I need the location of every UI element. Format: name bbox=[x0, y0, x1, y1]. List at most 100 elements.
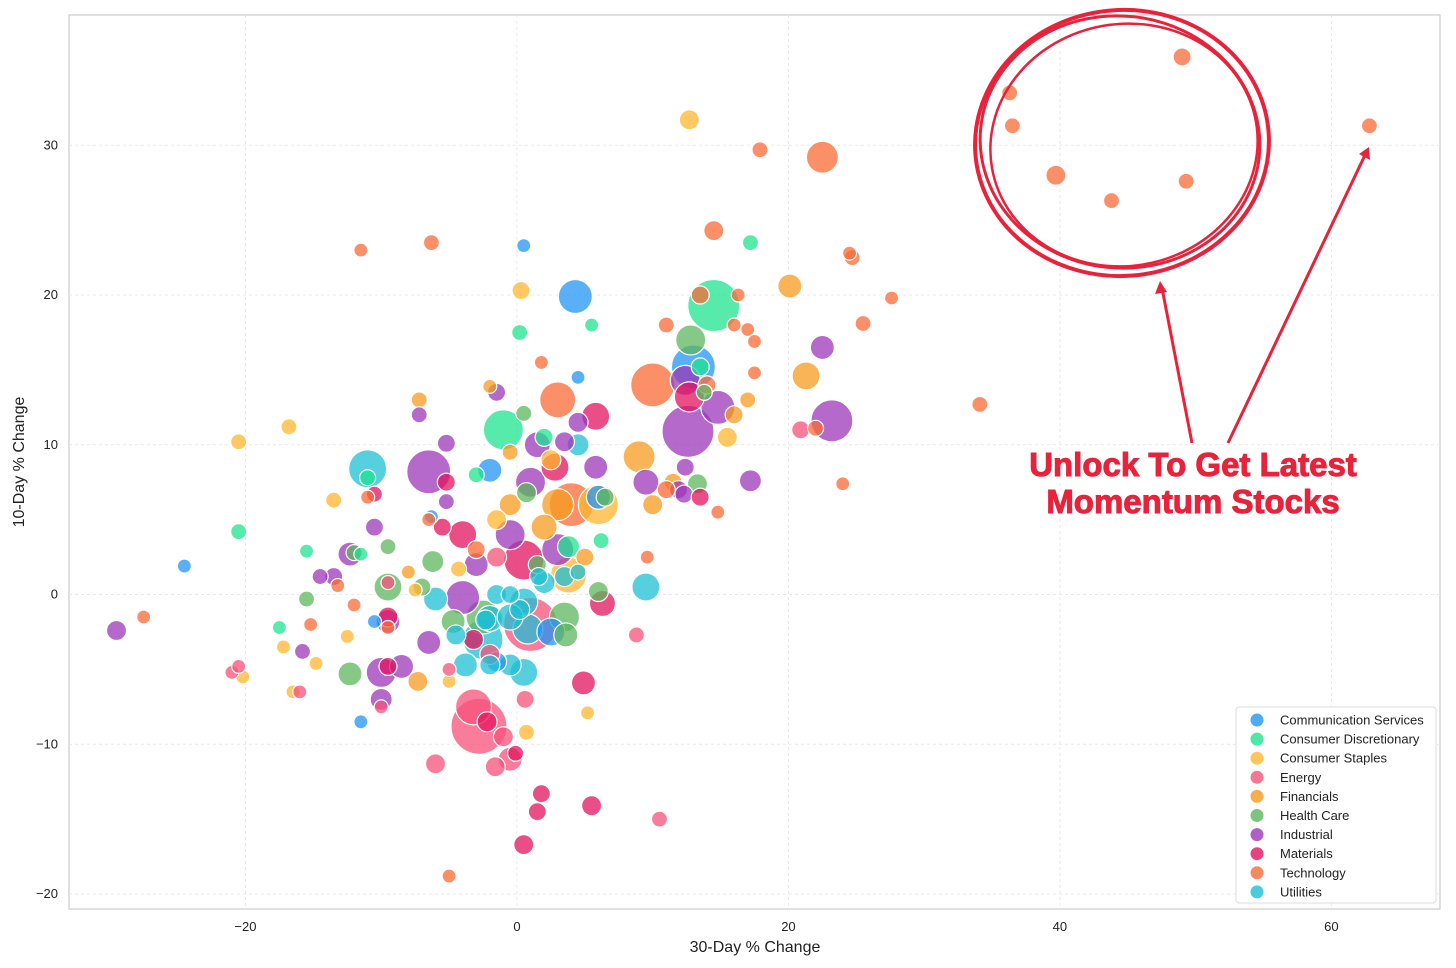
data-point-technology bbox=[657, 316, 675, 334]
data-point-technology bbox=[690, 285, 710, 305]
data-point-energy bbox=[484, 756, 506, 778]
legend-marker bbox=[1250, 809, 1264, 822]
data-point-materials bbox=[527, 802, 547, 822]
data-point-utilities bbox=[569, 563, 587, 581]
data-point-communication-services bbox=[557, 278, 593, 315]
legend-marker bbox=[1250, 847, 1264, 861]
data-point-health-care bbox=[421, 549, 445, 574]
data-point-consumer-staples bbox=[485, 509, 508, 531]
x-tick-label: −20 bbox=[234, 919, 256, 934]
data-point-financials bbox=[791, 361, 821, 391]
data-point-financials bbox=[575, 547, 595, 567]
legend-label: Technology bbox=[1280, 865, 1346, 880]
data-point-utilities bbox=[452, 652, 478, 678]
promo-text-line1: Unlock To Get Latest bbox=[1029, 446, 1357, 483]
data-point-health-care bbox=[515, 482, 538, 504]
legend-marker bbox=[1250, 713, 1264, 727]
data-point-technology bbox=[1172, 47, 1192, 67]
data-point-materials bbox=[513, 834, 535, 856]
data-point-consumer-staples bbox=[540, 449, 562, 471]
data-point-industrial bbox=[105, 619, 128, 642]
data-points bbox=[105, 47, 1379, 884]
data-point-financials bbox=[777, 273, 803, 299]
y-tick-label: 10 bbox=[44, 437, 58, 452]
data-point-consumer-discretionary bbox=[584, 317, 600, 333]
y-axis-label: 10-Day % Change bbox=[11, 397, 28, 528]
data-point-materials bbox=[690, 487, 710, 507]
data-point-technology bbox=[422, 234, 441, 252]
data-point-consumer-discretionary bbox=[298, 543, 315, 559]
data-point-industrial bbox=[436, 433, 456, 453]
data-point-consumer-staples bbox=[308, 655, 324, 672]
data-point-materials bbox=[581, 795, 603, 817]
data-point-technology bbox=[360, 489, 376, 505]
data-point-financials bbox=[410, 391, 428, 409]
data-point-energy bbox=[492, 726, 514, 748]
y-tick-label: 0 bbox=[51, 587, 58, 602]
data-point-consumer-staples bbox=[339, 628, 355, 645]
data-point-technology bbox=[539, 381, 577, 419]
data-point-energy bbox=[627, 626, 646, 644]
legend-marker bbox=[1250, 789, 1264, 803]
data-point-materials bbox=[436, 472, 456, 492]
data-point-financials bbox=[501, 443, 519, 461]
data-point-technology bbox=[740, 321, 756, 338]
data-point-industrial bbox=[311, 567, 329, 586]
data-point-energy bbox=[231, 658, 247, 675]
data-point-technology bbox=[441, 868, 457, 884]
data-point-consumer-discretionary bbox=[690, 357, 710, 377]
legend-label: Materials bbox=[1280, 846, 1333, 861]
data-point-energy bbox=[485, 546, 508, 568]
data-point-consumer-staples bbox=[716, 426, 738, 448]
legend: Communication Services Consumer Discretio… bbox=[1235, 706, 1437, 904]
data-point-technology bbox=[971, 395, 989, 413]
axis-ticks: −20 0 20 40 60 −20 −10 0 10 20 30 bbox=[36, 137, 1339, 934]
data-point-technology bbox=[1045, 164, 1067, 186]
data-point-technology bbox=[806, 419, 825, 437]
data-point-technology bbox=[1177, 172, 1195, 190]
data-point-materials bbox=[378, 656, 398, 677]
x-axis-label: 30-Day % Change bbox=[690, 939, 821, 956]
data-point-utilities bbox=[631, 572, 661, 602]
data-point-consumer-staples bbox=[449, 560, 468, 578]
data-point-industrial bbox=[437, 493, 455, 511]
data-point-consumer-discretionary bbox=[556, 535, 581, 559]
data-point-materials bbox=[570, 670, 597, 696]
highlight-circle-stroke-2 bbox=[978, 14, 1262, 270]
x-tick-label: 0 bbox=[513, 919, 520, 934]
data-point-financials bbox=[400, 564, 416, 580]
legend-label: Industrial bbox=[1280, 827, 1333, 842]
data-point-technology bbox=[639, 549, 655, 565]
y-tick-label: 20 bbox=[44, 287, 58, 302]
data-point-utilities bbox=[348, 449, 388, 489]
data-point-financials bbox=[739, 391, 757, 409]
data-point-industrial bbox=[632, 468, 660, 496]
data-point-consumer-discretionary bbox=[353, 546, 369, 562]
data-point-utilities bbox=[445, 624, 467, 646]
data-point-materials bbox=[476, 711, 498, 733]
data-point-industrial bbox=[416, 629, 442, 656]
y-tick-label: −10 bbox=[36, 736, 58, 751]
data-point-technology bbox=[835, 476, 851, 492]
data-point-consumer-discretionary bbox=[359, 469, 377, 487]
data-point-technology bbox=[656, 480, 676, 500]
arrow-right-head-icon bbox=[1359, 147, 1370, 160]
legend-label: Consumer Discretionary bbox=[1280, 732, 1420, 747]
legend-marker bbox=[1250, 751, 1264, 765]
data-point-technology bbox=[805, 140, 839, 174]
data-point-consumer-staples bbox=[678, 109, 700, 131]
data-point-health-care bbox=[587, 580, 609, 603]
data-point-technology bbox=[883, 290, 900, 306]
legend-label: Financials bbox=[1280, 789, 1339, 804]
data-point-technology bbox=[710, 504, 726, 520]
x-tick-label: 20 bbox=[781, 919, 795, 934]
data-point-communication-services bbox=[516, 238, 532, 254]
data-point-technology bbox=[1102, 192, 1121, 210]
data-point-energy bbox=[380, 574, 396, 591]
plot-area bbox=[68, 14, 1441, 910]
data-point-consumer-discretionary bbox=[271, 619, 288, 636]
data-point-communication-services bbox=[176, 558, 192, 574]
legend-label: Consumer Staples bbox=[1280, 751, 1387, 766]
data-point-technology bbox=[1003, 117, 1022, 135]
y-tick-label: −20 bbox=[36, 886, 58, 901]
